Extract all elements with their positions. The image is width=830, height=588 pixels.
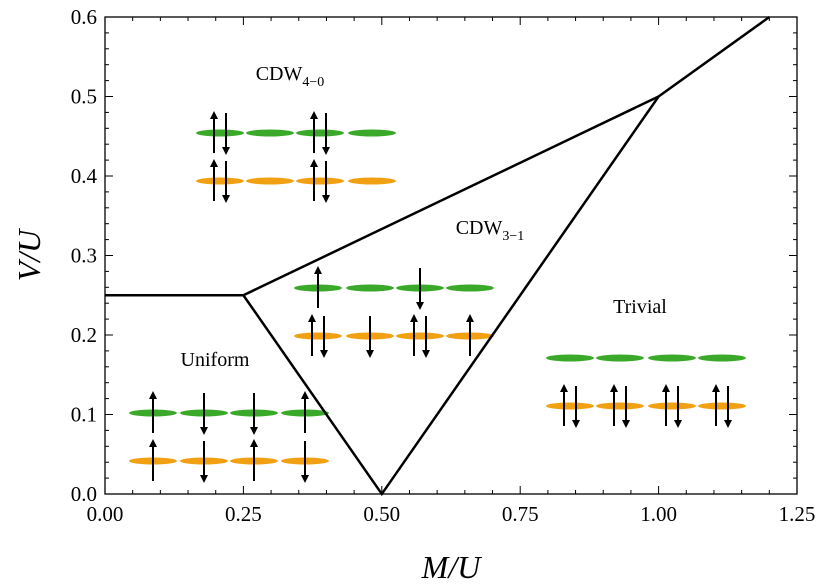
y-tick-label: 0.5	[71, 85, 97, 109]
lattice-site	[446, 284, 494, 292]
lattice-site	[698, 402, 746, 410]
phase-label-text: Trivial	[613, 296, 667, 318]
phase-boundary	[242, 95, 660, 297]
lattice-site	[294, 332, 342, 340]
phase-label-subscript: 3−1	[502, 229, 524, 244]
plot-frame	[104, 16, 798, 495]
lattice-site	[546, 354, 594, 362]
y-tick-label: 0.6	[71, 5, 97, 29]
x-tick-label: 0.50	[363, 502, 400, 526]
lattice-site	[246, 129, 294, 137]
x-tick-label: 1.00	[640, 502, 677, 526]
y-tick-label: 0.4	[71, 164, 98, 188]
phase-label: Trivial	[613, 296, 667, 318]
y-tick-label: 0.1	[71, 403, 97, 427]
lattice-site	[296, 129, 344, 137]
lattice-site	[546, 402, 594, 410]
x-axis-label: M/U	[421, 549, 483, 585]
x-tick-label: 0.00	[87, 502, 124, 526]
lattice-site	[596, 354, 644, 362]
phase-icons	[129, 111, 746, 483]
phase-label-text: CDW	[456, 217, 503, 239]
lattice-site	[596, 402, 644, 410]
y-tick-label: 0.0	[71, 482, 97, 506]
lattice-site	[296, 177, 344, 185]
y-axis-label: V/U	[11, 228, 47, 281]
lattice-site	[396, 332, 444, 340]
phase-label: CDW4−0	[256, 63, 325, 90]
lattice-site	[698, 354, 746, 362]
lattice-site	[246, 177, 294, 185]
phase-label: Uniform	[181, 349, 250, 371]
phase-label-text: CDW	[256, 63, 303, 85]
x-tick-label: 0.75	[502, 502, 539, 526]
y-tick-label: 0.2	[71, 323, 97, 347]
lattice-site	[196, 177, 244, 185]
phase-label-subscript: 4−0	[302, 75, 324, 90]
x-tick-label: 1.25	[779, 502, 816, 526]
lattice-site	[648, 402, 696, 410]
phase-label-text: Uniform	[181, 349, 250, 371]
lattice-site	[346, 284, 394, 292]
lattice-site	[348, 129, 396, 137]
lattice-site	[348, 177, 396, 185]
x-tick-label: 0.25	[225, 502, 262, 526]
lattice-site	[648, 354, 696, 362]
lattice-site	[196, 129, 244, 137]
phase-label: CDW3−1	[456, 217, 525, 244]
y-tick-label: 0.3	[71, 244, 97, 268]
